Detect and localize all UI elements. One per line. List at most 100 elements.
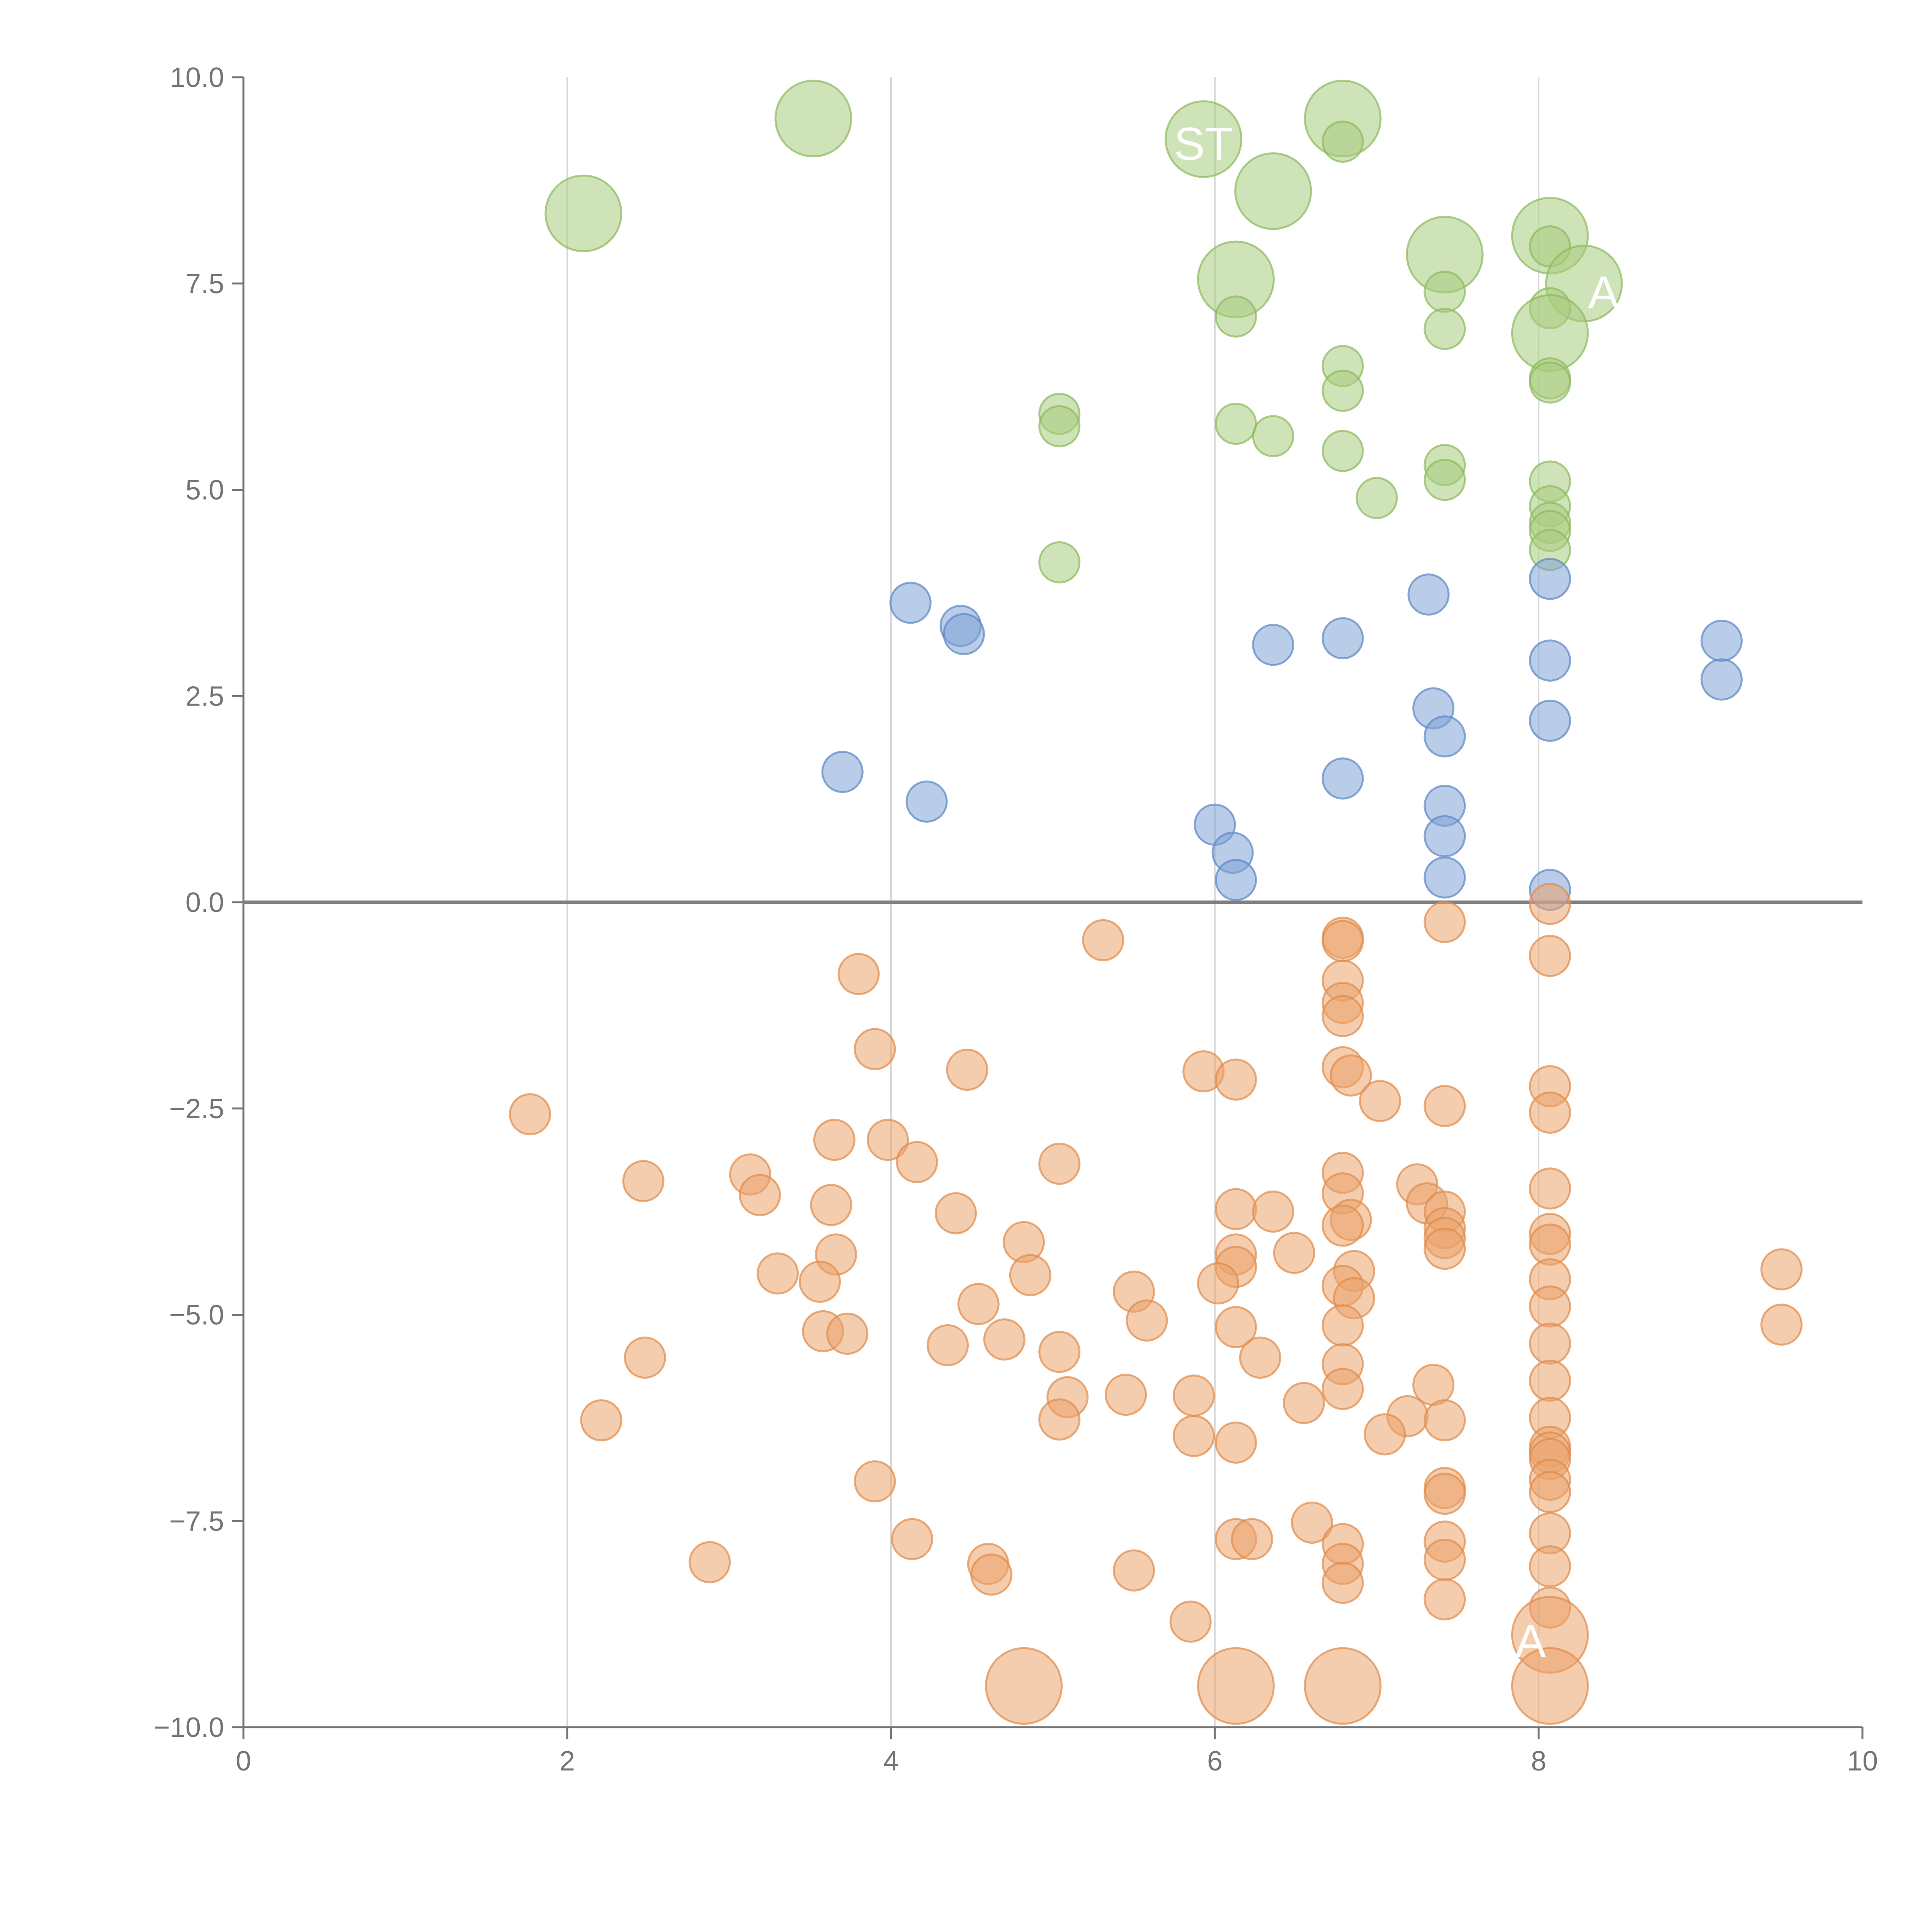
top-point bbox=[544, 174, 622, 252]
bottom-point bbox=[1173, 1415, 1215, 1457]
top-point bbox=[1038, 405, 1081, 447]
x-tick-label: 2 bbox=[560, 1746, 575, 1777]
bottom-point bbox=[1304, 1647, 1382, 1725]
y-tick-label: −7.5 bbox=[169, 1506, 224, 1537]
bottom-point bbox=[1214, 1306, 1257, 1349]
point-label: A bbox=[1588, 267, 1619, 318]
bottom-point bbox=[1214, 1188, 1257, 1230]
bottom-point bbox=[946, 1048, 988, 1091]
bottom-point bbox=[1760, 1303, 1803, 1346]
bottom-point bbox=[854, 1028, 896, 1070]
bottom-point bbox=[624, 1337, 666, 1379]
bottom-point bbox=[1126, 1299, 1168, 1342]
x-tick-label: 0 bbox=[236, 1746, 251, 1777]
bottom-point bbox=[1423, 1228, 1466, 1270]
top-point bbox=[1321, 121, 1364, 163]
middle-point bbox=[1423, 815, 1466, 857]
middle-point bbox=[1407, 573, 1450, 616]
bottom-point bbox=[757, 1252, 799, 1295]
bottom-point bbox=[891, 1518, 933, 1560]
bottom-point bbox=[1239, 1337, 1281, 1379]
bottom-point bbox=[1330, 1054, 1372, 1097]
bottom-point bbox=[1423, 1578, 1466, 1621]
bottom-point bbox=[1359, 1080, 1401, 1122]
bottom-point bbox=[509, 1093, 551, 1136]
bottom-point bbox=[1252, 1190, 1294, 1233]
top-point bbox=[1165, 100, 1243, 178]
bottom-point bbox=[1529, 1322, 1571, 1365]
bottom-point bbox=[1321, 920, 1364, 962]
middle-point bbox=[821, 751, 864, 793]
top-point bbox=[1038, 541, 1081, 583]
middle-point bbox=[1321, 757, 1364, 800]
bottom-point bbox=[1321, 1204, 1364, 1247]
middle-point bbox=[1700, 658, 1743, 701]
bottom-point bbox=[1364, 1413, 1406, 1456]
top-point bbox=[1423, 270, 1466, 313]
bottom-point bbox=[935, 1192, 977, 1235]
bottom-point bbox=[1529, 1167, 1571, 1210]
bottom-point bbox=[1038, 1331, 1081, 1373]
bottom-point bbox=[1529, 1545, 1571, 1588]
bottom-point bbox=[1529, 883, 1571, 925]
bottom-point bbox=[1038, 1398, 1081, 1441]
bottom-point bbox=[867, 1119, 909, 1161]
bottom-point bbox=[1529, 1285, 1571, 1328]
bottom-point bbox=[1423, 1085, 1466, 1127]
bottom-point bbox=[1529, 1359, 1571, 1402]
bottom-point bbox=[1321, 1368, 1364, 1410]
bottom-point bbox=[1321, 995, 1364, 1037]
y-tick-label: 10.0 bbox=[170, 62, 224, 93]
y-tick-label: 5.0 bbox=[185, 475, 224, 506]
axes bbox=[242, 77, 1862, 1728]
bottom-point bbox=[1423, 1473, 1466, 1515]
bottom-point bbox=[1113, 1549, 1155, 1592]
top-point bbox=[1252, 415, 1294, 457]
top-point bbox=[1423, 308, 1466, 350]
middle-point bbox=[1321, 617, 1364, 660]
y-tick-label: −5.0 bbox=[169, 1300, 224, 1331]
bottom-point bbox=[983, 1318, 1026, 1361]
bottom-point bbox=[1321, 1561, 1364, 1604]
y-tick-label: 2.5 bbox=[185, 681, 224, 712]
bottom-point bbox=[957, 1283, 1000, 1325]
top-point bbox=[1234, 152, 1312, 230]
bottom-point bbox=[1214, 1058, 1257, 1101]
bottom-point bbox=[1214, 1421, 1257, 1464]
y-tick-label: 0.0 bbox=[185, 887, 224, 918]
middle-point bbox=[1214, 859, 1257, 901]
tick-marks: 0 2 4 6 8 10 10.0 7.5 5.0 2.5 0.0 −2.5 −5.0 −7.5 −10.0 bbox=[154, 62, 1878, 1777]
x-tick-label: 4 bbox=[883, 1746, 899, 1777]
top-point bbox=[1214, 403, 1257, 445]
middle-point bbox=[1423, 856, 1466, 899]
x-tick-label: 6 bbox=[1207, 1746, 1223, 1777]
middle-point bbox=[905, 781, 948, 823]
x-tick-label: 10 bbox=[1847, 1746, 1878, 1777]
middle-point bbox=[1529, 639, 1571, 682]
bottom-point bbox=[1423, 901, 1466, 943]
bottom-point bbox=[810, 1184, 852, 1226]
bottom-point bbox=[813, 1119, 855, 1161]
bottom-point bbox=[1511, 1647, 1589, 1725]
point-labels: ST A A bbox=[1174, 118, 1619, 1667]
point-label: ST bbox=[1174, 118, 1233, 170]
bottom-point bbox=[1082, 919, 1124, 961]
bottom-point bbox=[1423, 1399, 1466, 1442]
bottom-point bbox=[689, 1541, 731, 1583]
middle-point bbox=[1252, 624, 1294, 666]
bottom-point bbox=[1197, 1647, 1275, 1725]
data-points bbox=[509, 80, 1803, 1725]
bottom-point bbox=[970, 1553, 1013, 1596]
top-point bbox=[774, 80, 852, 158]
top-point bbox=[1214, 295, 1257, 338]
bottom-point bbox=[1231, 1518, 1273, 1560]
x-tick-label: 8 bbox=[1531, 1746, 1546, 1777]
top-point bbox=[1355, 477, 1398, 519]
bottom-point bbox=[739, 1174, 781, 1216]
top-point bbox=[1321, 430, 1364, 472]
bottom-point bbox=[854, 1460, 896, 1503]
bottom-point bbox=[622, 1160, 665, 1202]
bottom-point bbox=[985, 1647, 1063, 1725]
bottom-point bbox=[1273, 1231, 1315, 1274]
